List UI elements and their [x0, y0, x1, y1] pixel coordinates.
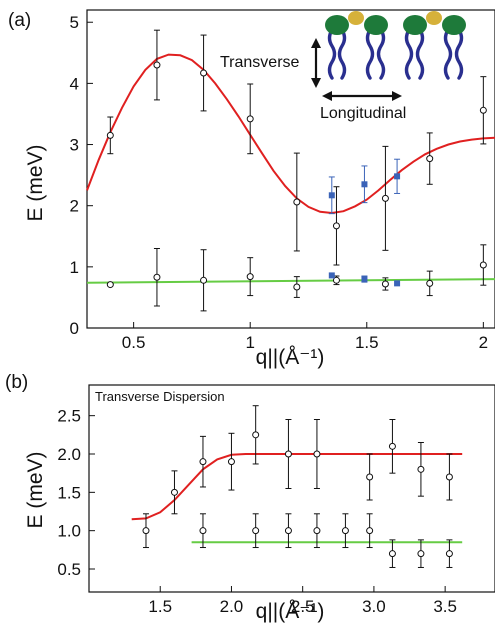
panel-a-y-tick-label: 2 — [70, 197, 79, 216]
panel-a-square-point — [394, 280, 401, 287]
panel-b-circle-point — [252, 527, 260, 535]
panel-a-x-tick-label: 2 — [479, 333, 488, 352]
panel-a-circle-point — [200, 276, 208, 284]
panel-a-circle-point — [106, 281, 114, 289]
panel-b-circle-point — [199, 458, 207, 466]
panel-b-y-tick-label: 2.5 — [57, 407, 81, 426]
panel-b-circle-point — [417, 465, 425, 473]
panel-a-circle-point — [153, 61, 161, 69]
lipid-heads — [325, 11, 466, 35]
transverse-arrow — [311, 38, 321, 88]
panel-a: (a) 0.5 1 1.5 2 0 1 2 3 4 5 E (meV) q||(Å⁻¹) — [8, 9, 495, 369]
panel-a-y-tick-label: 3 — [70, 136, 79, 155]
panel-a-circle-point — [426, 279, 434, 287]
panel-a-y-tick-label: 0 — [70, 319, 79, 338]
panel-b-circle-point — [252, 431, 260, 439]
panel-b-label: (b) — [5, 372, 28, 393]
longitudinal-arrow — [322, 91, 402, 101]
panel-a-circle-point — [332, 222, 340, 230]
panel-a-circle-point — [479, 106, 487, 114]
panel-b: (b) Transverse Dispersion 1.5 2.0 2.5 3.0 3.… — [5, 372, 495, 623]
panel-b-circle-point — [417, 550, 425, 558]
panel-b-circle-point — [341, 527, 349, 535]
panel-b-fit-curve-1 — [131, 453, 463, 521]
panel-b-circle-point — [445, 550, 453, 558]
panel-a-circle-point — [246, 115, 254, 123]
panel-b-circle-point — [284, 527, 292, 535]
panel-a-label: (a) — [8, 10, 31, 31]
panel-b-y-axis-label: E (meV) — [24, 451, 47, 528]
panel-a-x-tick-label: 0.5 — [122, 333, 146, 352]
panel-a-y-tick-label: 4 — [70, 74, 79, 93]
panel-a-ticks: 0.5 1 1.5 2 0 1 2 3 4 5 — [70, 13, 489, 352]
panel-b-y-tick-label: 2.0 — [57, 445, 81, 464]
panel-b-circle-point — [142, 527, 150, 535]
panel-b-circle-point — [284, 450, 292, 458]
panel-a-data-points — [106, 29, 487, 312]
longitudinal-label: Longitudinal — [320, 105, 406, 122]
panel-a-x-axis-label: q||(Å⁻¹) — [256, 346, 325, 369]
panel-a-circle-point — [426, 155, 434, 163]
panel-b-x-tick-label: 3.5 — [433, 597, 457, 616]
panel-b-circle-point — [170, 488, 178, 496]
panel-b-circle-point — [388, 442, 396, 450]
panel-a-circle-point — [106, 131, 114, 139]
panel-a-fit-curve-1 — [86, 53, 495, 215]
panel-a-fit-curves — [86, 53, 495, 284]
panel-a-circle-point — [381, 280, 389, 288]
panel-a-square-point — [361, 276, 368, 283]
panel-b-x-tick-label: 3.0 — [362, 597, 386, 616]
panel-b-annotation: Transverse Dispersion — [95, 389, 225, 404]
panel-b-y-tick-label: 1.0 — [57, 522, 81, 541]
panel-a-y-tick-label: 1 — [70, 258, 79, 277]
panel-b-ticks: 1.5 2.0 2.5 3.0 3.5 0.5 1.0 1.5 2.0 2.5 — [57, 407, 457, 616]
panel-b-x-tick-label: 1.5 — [148, 597, 172, 616]
panel-a-circle-point — [246, 273, 254, 281]
panel-a-plot-frame — [86, 9, 495, 329]
panel-a-circle-point — [293, 198, 301, 206]
panel-a-square-point — [328, 192, 335, 199]
panel-a-x-tick-label: 1 — [245, 333, 254, 352]
panel-b-y-tick-label: 0.5 — [57, 560, 81, 579]
panel-a-circle-point — [332, 276, 340, 284]
panel-b-x-tick-label: 2.5 — [291, 597, 315, 616]
panel-b-circle-point — [313, 450, 321, 458]
panel-b-circle-point — [388, 550, 396, 558]
panel-a-square-point — [394, 173, 401, 180]
panel-a-circle-point — [479, 261, 487, 269]
panel-b-y-tick-label: 1.5 — [57, 483, 81, 502]
panel-a-fit-curve-2 — [86, 278, 495, 284]
lipid-tails — [327, 28, 464, 80]
panel-a-y-tick-label: 5 — [70, 13, 79, 32]
panel-b-circle-point — [313, 527, 321, 535]
panel-b-fit-curves — [131, 453, 463, 544]
panel-b-plot-frame — [88, 384, 495, 593]
panel-b-x-axis-label: q||(Å⁻¹) — [256, 600, 325, 623]
panel-a-circle-point — [200, 69, 208, 77]
transverse-label: Transverse — [220, 54, 300, 71]
panel-a-x-tick-label: 1.5 — [355, 333, 379, 352]
panel-b-circle-point — [199, 527, 207, 535]
panel-b-x-tick-label: 2.0 — [220, 597, 244, 616]
panel-a-square-point — [328, 272, 335, 279]
panel-a-square-point — [361, 181, 368, 188]
panel-b-circle-point — [366, 527, 374, 535]
panel-a-circle-point — [153, 273, 161, 281]
panel-b-circle-point — [445, 473, 453, 481]
panel-a-circle-point — [381, 194, 389, 202]
panel-b-data-points — [142, 405, 453, 568]
panel-a-y-axis-label: E (meV) — [24, 144, 47, 221]
membrane-schematic: Transverse Longitudinal — [220, 11, 466, 122]
panel-b-circle-point — [227, 458, 235, 466]
panel-b-circle-point — [366, 473, 374, 481]
panel-a-circle-point — [293, 283, 301, 291]
